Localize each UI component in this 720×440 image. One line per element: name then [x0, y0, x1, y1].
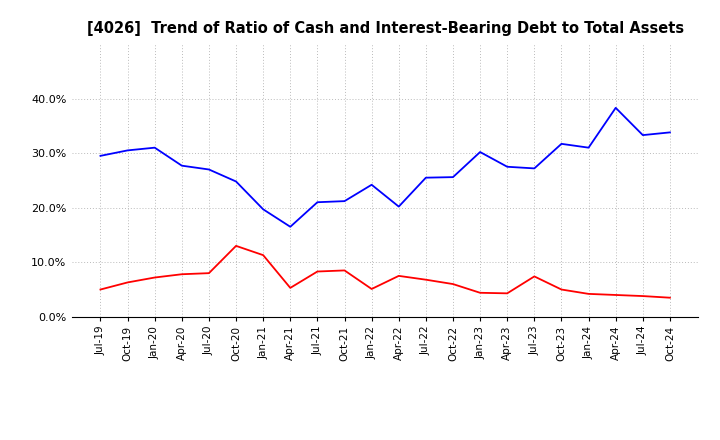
- Cash: [341, 268, 349, 273]
- Cash: [259, 253, 268, 258]
- Interest-Bearing Debt: [395, 204, 403, 209]
- Cash: [449, 282, 457, 287]
- Cash: [639, 293, 647, 299]
- Cash: [123, 280, 132, 285]
- Interest-Bearing Debt: [232, 179, 240, 184]
- Cash: [367, 286, 376, 292]
- Interest-Bearing Debt: [123, 148, 132, 153]
- Interest-Bearing Debt: [204, 167, 213, 172]
- Interest-Bearing Debt: [611, 105, 620, 110]
- Interest-Bearing Debt: [449, 175, 457, 180]
- Interest-Bearing Debt: [476, 150, 485, 155]
- Interest-Bearing Debt: [503, 164, 511, 169]
- Cash: [395, 273, 403, 279]
- Interest-Bearing Debt: [530, 166, 539, 171]
- Cash: [313, 269, 322, 274]
- Cash: [178, 271, 186, 277]
- Cash: [96, 287, 105, 292]
- Interest-Bearing Debt: [584, 145, 593, 150]
- Cash: [232, 243, 240, 249]
- Cash: [421, 277, 430, 282]
- Interest-Bearing Debt: [557, 141, 566, 147]
- Interest-Bearing Debt: [96, 153, 105, 158]
- Cash: [150, 275, 159, 280]
- Cash: [530, 274, 539, 279]
- Cash: [503, 291, 511, 296]
- Cash: [611, 292, 620, 297]
- Interest-Bearing Debt: [341, 198, 349, 204]
- Interest-Bearing Debt: [665, 130, 674, 135]
- Interest-Bearing Debt: [367, 182, 376, 187]
- Interest-Bearing Debt: [259, 207, 268, 212]
- Title: [4026]  Trend of Ratio of Cash and Interest-Bearing Debt to Total Assets: [4026] Trend of Ratio of Cash and Intere…: [86, 21, 684, 36]
- Line: Cash: Cash: [101, 246, 670, 298]
- Cash: [584, 291, 593, 297]
- Legend: Cash, Interest-Bearing Debt: Cash, Interest-Bearing Debt: [256, 438, 514, 440]
- Cash: [557, 287, 566, 292]
- Interest-Bearing Debt: [150, 145, 159, 150]
- Cash: [204, 271, 213, 276]
- Interest-Bearing Debt: [313, 200, 322, 205]
- Cash: [665, 295, 674, 301]
- Interest-Bearing Debt: [639, 132, 647, 138]
- Cash: [476, 290, 485, 295]
- Interest-Bearing Debt: [178, 163, 186, 169]
- Interest-Bearing Debt: [286, 224, 294, 229]
- Cash: [286, 285, 294, 290]
- Interest-Bearing Debt: [421, 175, 430, 180]
- Line: Interest-Bearing Debt: Interest-Bearing Debt: [101, 108, 670, 227]
